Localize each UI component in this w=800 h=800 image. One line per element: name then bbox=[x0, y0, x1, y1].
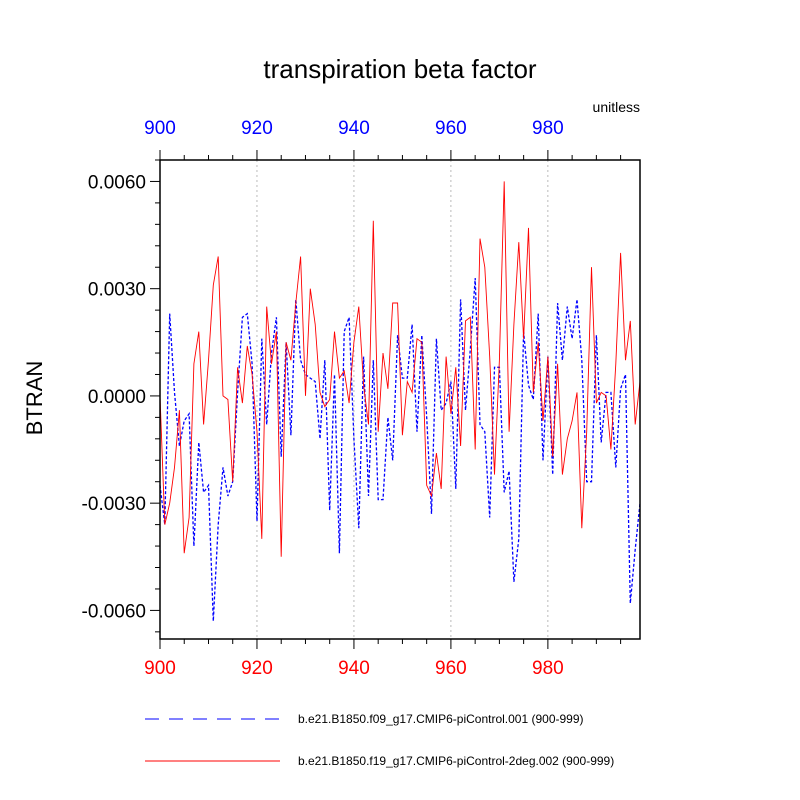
axes: 900 900 920 920 940 940 960 960 980 980 0.0060 0.00… bbox=[82, 118, 622, 679]
x-tick-label-top: 900 bbox=[144, 118, 176, 139]
y-axis-label: BTRAN bbox=[22, 361, 47, 436]
x-tick-label-bottom: 940 bbox=[338, 658, 370, 679]
plot-frame bbox=[159, 159, 641, 640]
plot-series bbox=[159, 181, 641, 622]
legend-label-2: b.e21.B1850.f19_g17.CMIP6-piControl-2deg… bbox=[298, 754, 614, 768]
units-label: unitless bbox=[593, 99, 640, 115]
y-tick-label: -0.0030 bbox=[82, 494, 146, 515]
x-tick-label-top: 960 bbox=[435, 118, 467, 139]
chart-title: transpiration beta factor bbox=[263, 54, 536, 84]
legend: b.e21.B1850.f09_g17.CMIP6-piControl.001 … bbox=[145, 712, 614, 768]
x-tick-label-top: 980 bbox=[532, 118, 564, 139]
x-tick-label-top: 940 bbox=[338, 118, 370, 139]
x-tick-label-bottom: 980 bbox=[532, 658, 564, 679]
x-tick-label-bottom: 960 bbox=[435, 658, 467, 679]
series-line-1 bbox=[159, 277, 641, 622]
x-tick-label-top: 920 bbox=[241, 118, 273, 139]
x-tick-label-bottom: 900 bbox=[144, 658, 176, 679]
x-tick-label-bottom: 920 bbox=[241, 658, 273, 679]
y-tick-label: 0.0060 bbox=[88, 172, 146, 193]
y-tick-label: 0.0030 bbox=[88, 280, 146, 301]
y-tick-label: -0.0060 bbox=[82, 601, 146, 622]
grid-lines bbox=[256, 160, 549, 639]
series-line-2 bbox=[159, 181, 641, 557]
y-tick-label: 0.0000 bbox=[88, 387, 146, 408]
legend-label-1: b.e21.B1850.f09_g17.CMIP6-piControl.001 … bbox=[298, 712, 584, 726]
